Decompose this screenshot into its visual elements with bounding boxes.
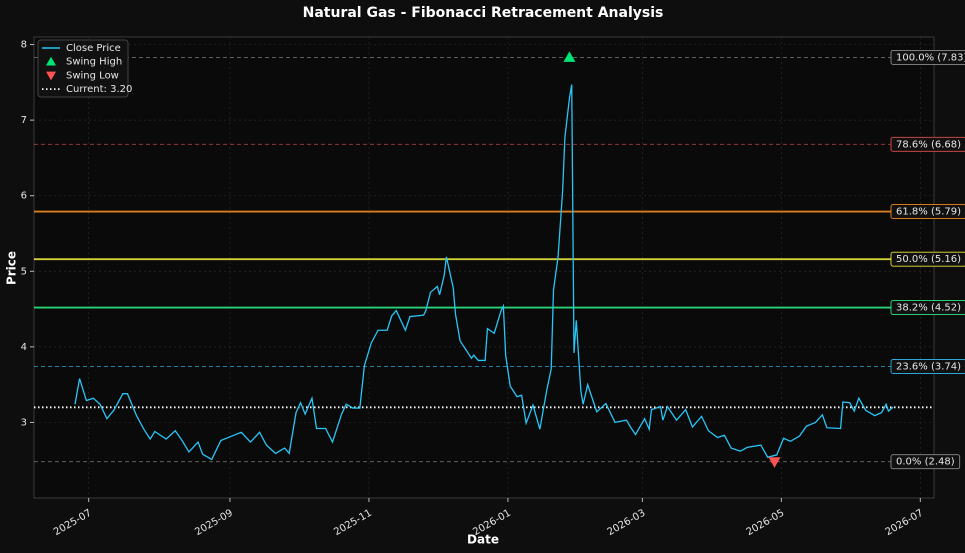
legend-label: Swing High <box>66 57 122 68</box>
fib-level-box <box>890 49 965 65</box>
legend-label: Swing Low <box>66 70 119 81</box>
legend-entry: Swing High <box>46 56 122 68</box>
fib-level-box <box>890 136 965 152</box>
price-line <box>74 84 894 461</box>
x-axis-label: Date <box>467 533 499 547</box>
legend-entry: Swing Low <box>46 70 119 81</box>
fib-level-box <box>890 454 961 470</box>
legend-label: Current: 3.20 <box>66 84 132 95</box>
fib-level-box <box>890 204 965 220</box>
legend-swatch <box>46 56 56 66</box>
legend-entry: Current: 3.20 <box>42 84 132 95</box>
fib-level-label: 23.6% (3.74) <box>890 359 965 374</box>
fib-level-text: 0.0% (2.48) <box>896 457 955 468</box>
fib-level-label: 61.8% (5.79) <box>890 204 965 220</box>
legend: Close Price Swing High Swing Low Current: 3… <box>37 39 132 98</box>
chart-title: Natural Gas - Fibonacci Retracement Anal… <box>303 5 664 21</box>
fib-level-box <box>890 359 965 374</box>
legend-entry: Close Price <box>42 43 121 54</box>
y-tick-label: 3 <box>21 417 27 428</box>
fib-level-label: 38.2% (4.52) <box>890 300 965 316</box>
fib-level-text: 78.6% (6.68) <box>896 139 961 150</box>
fib-level-label: 0.0% (2.48) <box>890 454 961 470</box>
fib-level-text: 50.0% (5.16) <box>896 254 961 265</box>
fib-level-label: 78.6% (6.68) <box>890 136 965 152</box>
legend-swatch <box>46 71 56 81</box>
y-tick-label: 5 <box>21 266 27 277</box>
fib-level-text: 23.6% (3.74) <box>896 362 961 373</box>
y-axis-label: Price <box>5 251 19 285</box>
legend-label: Close Price <box>66 43 121 54</box>
fib-level-text: 38.2% (4.52) <box>896 303 961 314</box>
swing-low-marker <box>768 457 781 468</box>
fib-level-box <box>890 300 965 316</box>
y-tick-label: 4 <box>21 342 27 353</box>
fib-level-text: 61.8% (5.79) <box>896 207 961 218</box>
y-tick-label: 6 <box>21 191 27 202</box>
fib-level-box <box>890 251 965 267</box>
legend-box <box>37 39 129 98</box>
plot-area <box>33 36 935 499</box>
fib-level-label: 50.0% (5.16) <box>890 251 965 267</box>
y-tick-label: 8 <box>21 40 27 51</box>
fib-level-text: 100.0% (7.83) <box>896 52 965 63</box>
swing-high-marker <box>563 51 576 62</box>
y-tick-label: 7 <box>21 115 27 126</box>
fib-level-label: 100.0% (7.83) <box>890 49 965 65</box>
